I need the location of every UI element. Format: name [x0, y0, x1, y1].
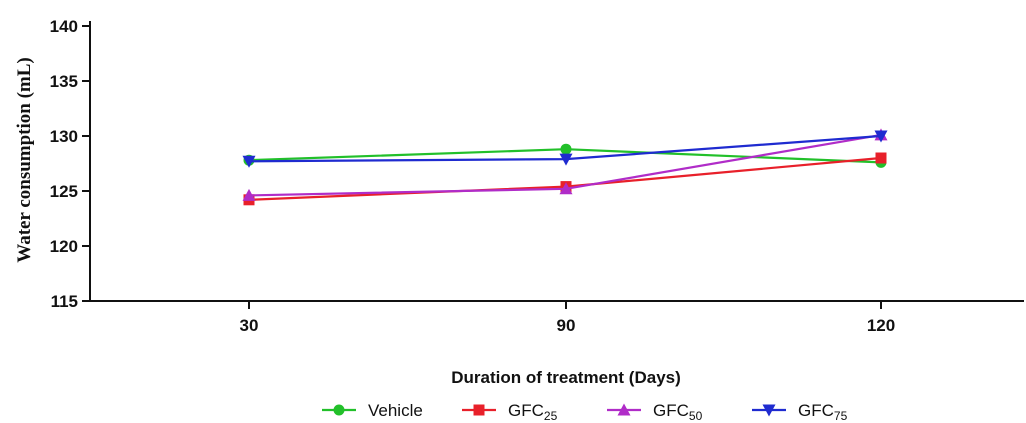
data-point — [875, 152, 887, 164]
legend-marker — [762, 404, 776, 417]
legend-label: GFC75 — [798, 401, 848, 423]
data-point — [559, 153, 573, 166]
data-point — [242, 188, 256, 201]
x-axis-title: Duration of treatment (Days) — [451, 368, 681, 387]
legend-marker — [333, 404, 345, 416]
legend-label: GFC50 — [653, 401, 703, 423]
legend-label: Vehicle — [368, 401, 423, 420]
legend-marker — [617, 403, 631, 416]
y-tick-label: 135 — [50, 72, 78, 91]
y-axis-title: Water consumption (mL) — [14, 57, 35, 262]
y-tick-label: 115 — [51, 292, 78, 311]
legend-item: GFC25 — [462, 401, 558, 423]
y-tick-label: 120 — [50, 237, 78, 256]
legend-item: GFC50 — [607, 401, 703, 423]
data-point — [560, 143, 572, 155]
y-axis: 115 120 125 130 135 140 — [50, 17, 91, 311]
legend-label: GFC25 — [508, 401, 558, 423]
legend-marker — [473, 404, 485, 416]
data-point — [242, 155, 256, 168]
plot-area — [242, 128, 888, 206]
y-tick-label: 125 — [50, 182, 78, 201]
data-point — [559, 182, 573, 195]
x-tick-label: 120 — [867, 316, 895, 335]
legend-item: Vehicle — [322, 401, 423, 420]
legend: Vehicle GFC25 GFC50 GFC75 — [322, 401, 848, 423]
x-tick-label: 90 — [557, 316, 576, 335]
x-axis: 30 90 120 — [90, 300, 1024, 335]
data-point — [874, 130, 888, 143]
series-gfc75 — [242, 130, 888, 168]
y-tick-label: 130 — [50, 127, 78, 146]
series-gfc50 — [242, 128, 888, 201]
y-tick-label: 140 — [50, 17, 78, 36]
legend-item: GFC75 — [752, 401, 848, 423]
x-tick-label: 30 — [240, 316, 259, 335]
